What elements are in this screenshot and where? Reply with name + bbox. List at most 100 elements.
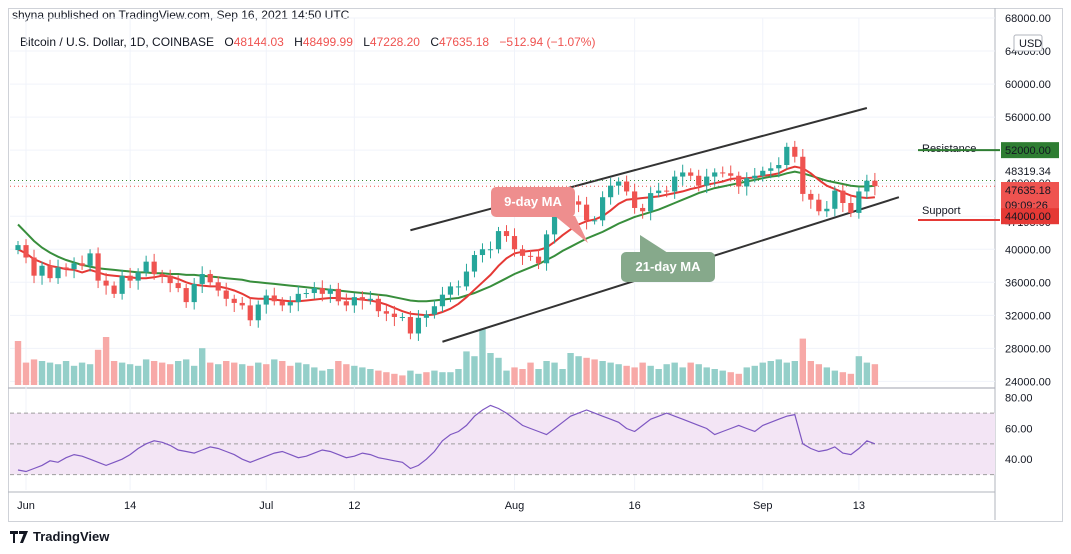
volume-bar xyxy=(687,362,694,385)
candle-body xyxy=(231,298,237,303)
candle-body xyxy=(760,170,766,176)
volume-bar xyxy=(607,362,614,385)
volume-bar xyxy=(807,361,815,385)
volume-bar xyxy=(863,362,871,385)
candle-body xyxy=(511,236,518,250)
volume-bar xyxy=(671,362,678,385)
resistance-price-tag-bg xyxy=(1001,142,1059,159)
time-tick-label: 13 xyxy=(853,500,865,512)
volume-bar xyxy=(223,361,230,385)
volume-bar xyxy=(679,367,686,385)
candle-body xyxy=(31,257,37,276)
volume-bar xyxy=(182,359,190,385)
volume-bar xyxy=(847,373,855,385)
volume-bar xyxy=(567,353,574,385)
candle-body xyxy=(295,293,301,303)
candle-body xyxy=(455,286,462,288)
volume-bar xyxy=(110,361,118,385)
candle-body xyxy=(744,178,750,187)
price-tick-label: 56000.00 xyxy=(1005,112,1051,124)
candle-body xyxy=(816,199,822,212)
last-close-tag-label: 48319.34 xyxy=(1005,166,1051,178)
candle-body xyxy=(15,245,21,251)
candle-body xyxy=(704,176,710,186)
candle-body xyxy=(359,297,365,301)
ma9-callout: 9-day MA xyxy=(491,187,588,243)
volume-bar xyxy=(271,359,278,385)
grid xyxy=(8,8,996,520)
candle-body xyxy=(55,267,61,279)
candle-body xyxy=(808,193,814,200)
volume-bar xyxy=(591,359,598,385)
volume-bar xyxy=(78,362,86,385)
candle-body xyxy=(872,180,878,187)
volume-bar xyxy=(743,367,750,385)
trend-channel xyxy=(10,107,995,343)
candle-body xyxy=(720,172,726,174)
volume-bar xyxy=(775,359,782,385)
candle-body xyxy=(864,180,870,192)
tradingview-footer: TradingView xyxy=(10,529,109,544)
candle-body xyxy=(551,212,558,235)
candle-body xyxy=(407,316,414,334)
candle-body xyxy=(736,175,742,187)
time-axis[interactable]: Jun 14 Jul 12 Aug 16 Sep 13 xyxy=(17,500,865,512)
candle-body xyxy=(632,191,638,208)
candle-body xyxy=(583,204,590,221)
volume-bar xyxy=(519,369,526,385)
symbol-name: Bitcoin / U.S. Dollar, 1D, COINBASE xyxy=(20,35,215,49)
volume-bar xyxy=(831,370,839,385)
price-axis[interactable]: 68000.0064000.0060000.0056000.0052000.00… xyxy=(1001,13,1059,388)
volume-bar xyxy=(631,367,638,385)
volume-bar xyxy=(134,365,142,385)
volume-bar xyxy=(583,357,590,385)
volume-bar xyxy=(551,362,558,385)
volume-bar xyxy=(599,361,606,385)
volume-bar xyxy=(423,372,430,385)
rsi-pane: 80.00 60.00 40.00 xyxy=(10,393,1033,476)
ma21-line xyxy=(17,170,875,303)
candle-body xyxy=(319,288,325,294)
high-label: H xyxy=(294,35,303,49)
volume-bar xyxy=(463,351,470,385)
volume-bar xyxy=(279,361,286,385)
candle-body xyxy=(439,294,446,307)
time-tick-label: Jun xyxy=(17,500,35,512)
volume-bar xyxy=(655,369,662,385)
candle-body xyxy=(608,185,614,198)
candle-body xyxy=(752,175,758,179)
volume-bar xyxy=(535,369,542,385)
candle-body xyxy=(656,190,662,194)
time-tick-label: 16 xyxy=(629,500,641,512)
candle-body xyxy=(728,173,734,176)
candle-body xyxy=(223,290,229,299)
support-price-tag-label: 44000.00 xyxy=(1005,211,1051,223)
volume-bar xyxy=(767,361,774,385)
volume-bar xyxy=(327,369,334,385)
volume-bar xyxy=(86,364,94,385)
volume-bar xyxy=(367,369,374,385)
volume-bar xyxy=(647,365,654,385)
candle-body xyxy=(311,288,317,294)
candle-body xyxy=(848,203,854,213)
ma9-callout-bg xyxy=(491,187,575,217)
volume-bar xyxy=(303,364,310,385)
candle-body xyxy=(287,302,293,306)
candle-body xyxy=(103,280,109,286)
candle-body xyxy=(135,272,141,281)
volume-bar xyxy=(166,364,174,385)
candle-body xyxy=(479,249,486,256)
candle-body xyxy=(367,298,373,301)
volume-bar xyxy=(287,365,294,385)
candle-body xyxy=(383,311,389,314)
close-label: C xyxy=(430,35,439,49)
volume-bar xyxy=(703,367,710,385)
volume-bar xyxy=(471,356,478,385)
currency-badge-label: USD xyxy=(1019,38,1042,50)
close-value: 47635.18 xyxy=(439,35,490,49)
price-tick-label: 60000.00 xyxy=(1005,79,1051,91)
time-tick-label: Aug xyxy=(505,500,525,512)
candle-body xyxy=(856,191,862,213)
price-tick-label: 28000.00 xyxy=(1005,343,1051,355)
